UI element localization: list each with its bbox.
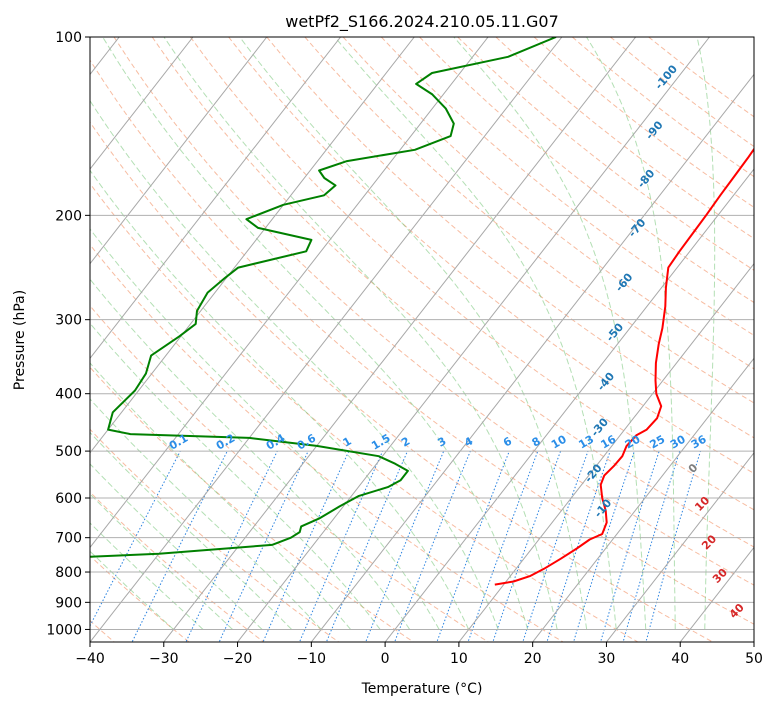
dry-adiabat-line <box>342 37 754 370</box>
dry-adiabat-line <box>380 37 754 336</box>
y-tick-label: 600 <box>55 491 82 507</box>
chart-title: wetPf2_S166.2024.210.05.11.G07 <box>285 12 559 32</box>
isotherm-line <box>384 168 754 642</box>
x-tick-label: −40 <box>75 651 105 667</box>
isotherm-line <box>90 37 415 454</box>
x-tick-label: 20 <box>524 651 542 667</box>
moist-adiabat-line <box>90 362 351 630</box>
moist-adiabat-line <box>90 431 292 630</box>
y-tick-label: 200 <box>55 208 82 224</box>
y-axis-label: Pressure (hPa) <box>12 290 28 390</box>
dewpoint-profile-line <box>90 37 557 558</box>
moist-adiabat-line <box>239 37 588 630</box>
y-tick-label: 500 <box>55 444 82 460</box>
moist-adiabat-line <box>90 322 381 630</box>
isotherm-line <box>90 37 563 642</box>
moist-adiabat-line <box>90 228 440 630</box>
plot-frame <box>89 36 755 643</box>
x-tick-label: −30 <box>149 651 179 667</box>
isotherm-line <box>163 37 637 642</box>
dry-adiabat-line <box>90 491 265 642</box>
x-tick-label: 50 <box>745 651 763 667</box>
isotherm-line <box>310 73 754 642</box>
isotherm-line <box>458 262 754 642</box>
dry-adiabat-line <box>113 37 754 586</box>
moist-adiabat-line <box>90 99 499 630</box>
moist-adiabats <box>90 37 716 630</box>
plot-area: 0.1 0.2 0.4 0.6 1 1.5 2 3 4 6 8 10 13 16 20 25 30 36-100-… <box>90 37 754 642</box>
y-tick-label: 1000 <box>46 622 82 638</box>
y-tick-label: 800 <box>55 565 82 581</box>
moist-adiabat-line <box>586 37 676 630</box>
dry-adiabat-line <box>90 59 754 625</box>
isotherm-line <box>679 546 754 642</box>
y-tick-label: 100 <box>55 30 82 46</box>
moist-adiabat-line <box>334 37 617 630</box>
x-tick-label: 40 <box>671 651 689 667</box>
sounding-series <box>90 37 754 586</box>
temperature-profile-line <box>494 147 754 586</box>
isotherm-line <box>90 37 341 360</box>
isotherm-line <box>90 37 194 170</box>
y-tick-label: 300 <box>55 313 82 329</box>
isotherm-line <box>532 357 754 642</box>
moist-adiabat-line <box>90 398 322 630</box>
x-tick-label: 0 <box>381 651 390 667</box>
x-tick-label: −10 <box>297 651 327 667</box>
moist-adiabat-line <box>696 37 716 630</box>
isotherm-line <box>90 37 268 265</box>
moist-adiabat-line <box>90 169 470 630</box>
x-axis-label: Temperature (°C) <box>361 681 483 697</box>
y-axis-ticks: 100 200 300 400 500 600 700 800 900 1000 <box>46 30 90 638</box>
x-tick-label: −20 <box>223 651 253 667</box>
isotherm-line <box>605 452 754 642</box>
isotherm-line <box>90 37 489 549</box>
isotherm-line <box>236 37 710 642</box>
x-tick-label: 10 <box>450 651 468 667</box>
isobar-gridlines <box>90 37 754 630</box>
x-tick-label: 30 <box>598 651 616 667</box>
moist-adiabat-line <box>90 278 411 630</box>
skewed-isotherms <box>90 37 754 642</box>
y-tick-label: 400 <box>55 387 82 403</box>
y-tick-label: 900 <box>55 595 82 611</box>
moist-adiabat-line <box>102 37 529 630</box>
x-axis-ticks: −40 −30 −20 −10 0 10 20 30 40 50 <box>75 642 763 667</box>
moist-adiabat-line <box>453 37 647 630</box>
y-tick-label: 700 <box>55 531 82 547</box>
